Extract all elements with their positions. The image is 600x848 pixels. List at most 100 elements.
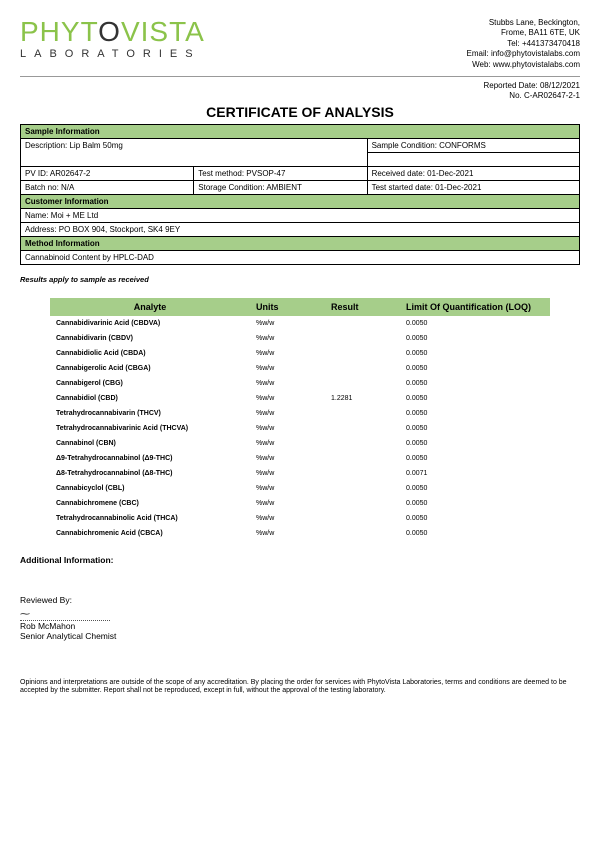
- th-units: Units: [250, 298, 325, 316]
- reviewed-block: Reviewed By: ⁓ Rob McMahon Senior Analyt…: [20, 595, 580, 641]
- analyte-name: Cannabidivarinic Acid (CBDVA): [50, 316, 250, 331]
- report-no: No. C-AR02647-2-1: [20, 91, 580, 101]
- analyte-loq: 0.0050: [400, 331, 550, 346]
- analyte-units: %w/w: [250, 466, 325, 481]
- table-row: Cannabidivarin (CBDV)%w/w0.0050: [50, 331, 550, 346]
- table-row: Δ8-Tetrahydrocannabinol (Δ8-THC)%w/w 0.00…: [50, 466, 550, 481]
- sample-recv: Received date: 01-Dec-2021: [367, 166, 579, 180]
- logo-text: PHYTOVISTA: [20, 18, 205, 46]
- signature-icon: ⁓: [20, 609, 30, 620]
- header: PHYTOVISTA LABORATORIES Stubbs Lane, Bec…: [20, 18, 580, 70]
- analyte-name: Tetrahydrocannabivarin (THCV): [50, 406, 250, 421]
- analyte-result: [325, 421, 400, 436]
- table-row: Tetrahydrocannabinolic Acid (THCA)%w/w0.…: [50, 511, 550, 526]
- table-row: Δ9-Tetrahydrocannabinol (Δ9-THC)%w/w0.00…: [50, 451, 550, 466]
- analyte-name: Δ8-Tetrahydrocannabinol (Δ8-THC): [50, 466, 250, 481]
- sample-start: Test started date: 01-Dec-2021: [367, 180, 579, 194]
- analyte-units: %w/w: [250, 331, 325, 346]
- analytes-table: Analyte Units Result Limit Of Quantifica…: [50, 298, 550, 541]
- analyte-loq: 0.0050: [400, 511, 550, 526]
- th-result: Result: [325, 298, 400, 316]
- analyte-name: Cannabichromene (CBC): [50, 496, 250, 511]
- analyte-units: %w/w: [250, 481, 325, 496]
- sample-test: Test method: PVSOP-47: [194, 166, 367, 180]
- analyte-loq: 0.0050: [400, 436, 550, 451]
- analyte-units: %w/w: [250, 361, 325, 376]
- analyte-name: Tetrahydrocannabivarinic Acid (THCVA): [50, 421, 250, 436]
- analyte-result: [325, 316, 400, 331]
- contact-block: Stubbs Lane, Beckington, Frome, BA11 6TE…: [467, 18, 581, 70]
- analyte-loq: 0.0050: [400, 316, 550, 331]
- contact-addr1: Stubbs Lane, Beckington,: [467, 18, 581, 28]
- logo-part1: PHYT: [20, 16, 98, 47]
- analyte-loq: 0.0050: [400, 496, 550, 511]
- analyte-loq: 0.0050: [400, 481, 550, 496]
- method-text: Cannabinoid Content by HPLC-DAD: [21, 250, 580, 264]
- table-row: Cannabichromene (CBC)%w/w0.0050: [50, 496, 550, 511]
- sample-table: Description: Lip Balm 50mg Sample Condit…: [20, 138, 580, 195]
- analyte-units: %w/w: [250, 451, 325, 466]
- analyte-units: %w/w: [250, 376, 325, 391]
- logo: PHYTOVISTA LABORATORIES: [20, 18, 205, 60]
- analyte-result: [325, 466, 400, 481]
- analyte-result: [325, 346, 400, 361]
- customer-table: Name: Moi + ME Ltd Address: PO BOX 904, …: [20, 208, 580, 237]
- analyte-name: Cannabicyclol (CBL): [50, 481, 250, 496]
- analyte-result: [325, 451, 400, 466]
- analyte-units: %w/w: [250, 436, 325, 451]
- sample-batch: Batch no: N/A: [21, 180, 194, 194]
- customer-addr: Address: PO BOX 904, Stockport, SK4 9EY: [21, 222, 580, 236]
- analyte-wrap: Analyte Units Result Limit Of Quantifica…: [20, 298, 580, 541]
- table-row: Cannabinol (CBN)%w/w 0.0050: [50, 436, 550, 451]
- analyte-result: [325, 361, 400, 376]
- report-date: Reported Date: 08/12/2021: [20, 81, 580, 91]
- empty-cell: [367, 152, 579, 166]
- analyte-loq: 0.0050: [400, 451, 550, 466]
- section-customer: Customer Information: [20, 195, 580, 208]
- table-row: Tetrahydrocannabivarin (THCV)%w/w0.0050: [50, 406, 550, 421]
- analyte-name: Cannabichromenic Acid (CBCA): [50, 526, 250, 541]
- sample-pvid: PV ID: AR02647-2: [21, 166, 194, 180]
- th-loq: Limit Of Quantification (LOQ): [400, 298, 550, 316]
- analyte-name: Cannabigerolic Acid (CBGA): [50, 361, 250, 376]
- analyte-loq: 0.0050: [400, 421, 550, 436]
- analyte-result: [325, 496, 400, 511]
- analyte-result: [325, 406, 400, 421]
- sample-store: Storage Condition: AMBIENT: [194, 180, 367, 194]
- customer-name: Name: Moi + ME Ltd: [21, 208, 580, 222]
- analyte-name: Cannabidiolic Acid (CBDA): [50, 346, 250, 361]
- analyte-result: [325, 526, 400, 541]
- reviewed-label: Reviewed By:: [20, 595, 580, 605]
- analyte-loq: 0.0050: [400, 361, 550, 376]
- logo-subtext: LABORATORIES: [20, 48, 205, 60]
- analyte-result: [325, 436, 400, 451]
- analyte-loq: 0.0071: [400, 466, 550, 481]
- analyte-name: Cannabidiol (CBD): [50, 391, 250, 406]
- report-meta: Reported Date: 08/12/2021 No. C-AR02647-…: [20, 81, 580, 102]
- analyte-name: Cannabinol (CBN): [50, 436, 250, 451]
- reviewer-title: Senior Analytical Chemist: [20, 631, 580, 641]
- analyte-units: %w/w: [250, 316, 325, 331]
- analyte-result: [325, 331, 400, 346]
- table-row: Cannabichromenic Acid (CBCA)%w/w0.0050: [50, 526, 550, 541]
- section-method: Method Information: [20, 237, 580, 250]
- table-row: Cannabidiolic Acid (CBDA)%w/w 0.0050: [50, 346, 550, 361]
- analyte-result: 1.2281: [325, 391, 400, 406]
- analyte-units: %w/w: [250, 421, 325, 436]
- results-note: Results apply to sample as received: [20, 275, 580, 284]
- disclaimer: Opinions and interpretations are outside…: [20, 679, 580, 696]
- analyte-units: %w/w: [250, 346, 325, 361]
- analyte-loq: 0.0050: [400, 526, 550, 541]
- section-sample: Sample Information: [20, 124, 580, 138]
- analyte-result: [325, 511, 400, 526]
- table-row: Cannabicyclol (CBL)%w/w 0.0050: [50, 481, 550, 496]
- analyte-name: Cannabigerol (CBG): [50, 376, 250, 391]
- table-row: Cannabidiol (CBD)%w/w1.22810.0050: [50, 391, 550, 406]
- analyte-loq: 0.0050: [400, 346, 550, 361]
- table-row: Cannabigerol (CBG)%w/w0.0050: [50, 376, 550, 391]
- analyte-result: [325, 376, 400, 391]
- sample-desc: Description: Lip Balm 50mg: [21, 138, 368, 166]
- analyte-loq: 0.0050: [400, 406, 550, 421]
- method-table: Cannabinoid Content by HPLC-DAD: [20, 250, 580, 265]
- contact-tel: Tel: +441373470418: [467, 39, 581, 49]
